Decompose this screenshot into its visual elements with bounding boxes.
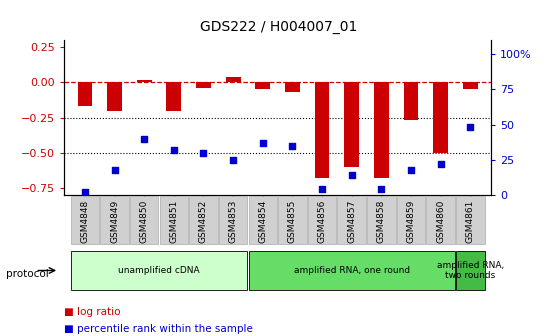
Text: GSM4856: GSM4856 — [318, 200, 326, 243]
Text: GSM4861: GSM4861 — [466, 200, 475, 243]
Text: GSM4854: GSM4854 — [258, 200, 267, 243]
Point — [407, 167, 416, 172]
Text: ■ log ratio: ■ log ratio — [64, 307, 121, 318]
Point — [140, 136, 148, 141]
Bar — [78, 82, 92, 107]
Text: GSM4855: GSM4855 — [288, 200, 297, 243]
Bar — [226, 77, 240, 82]
FancyBboxPatch shape — [456, 251, 484, 290]
Point — [258, 140, 267, 145]
Point — [110, 167, 119, 172]
Text: GSM4859: GSM4859 — [406, 200, 416, 243]
Text: GSM4850: GSM4850 — [140, 200, 149, 243]
Text: GSM4857: GSM4857 — [347, 200, 356, 243]
Text: amplified RNA,
two rounds: amplified RNA, two rounds — [437, 261, 504, 280]
FancyBboxPatch shape — [338, 196, 366, 244]
FancyBboxPatch shape — [426, 196, 455, 244]
FancyBboxPatch shape — [308, 196, 336, 244]
Point — [170, 147, 179, 153]
FancyBboxPatch shape — [71, 196, 99, 244]
FancyBboxPatch shape — [278, 196, 307, 244]
FancyBboxPatch shape — [160, 196, 188, 244]
Bar — [166, 82, 181, 111]
Bar — [285, 82, 300, 92]
Point — [377, 186, 386, 192]
Text: GSM4860: GSM4860 — [436, 200, 445, 243]
FancyBboxPatch shape — [248, 196, 277, 244]
Text: unamplified cDNA: unamplified cDNA — [118, 266, 200, 275]
Point — [288, 143, 297, 149]
Text: GSM4858: GSM4858 — [377, 200, 386, 243]
Bar — [107, 82, 122, 111]
Bar — [315, 82, 329, 178]
Bar — [463, 82, 478, 89]
Text: GDS222 / H004007_01: GDS222 / H004007_01 — [200, 19, 358, 34]
Bar — [137, 80, 152, 82]
Bar — [196, 82, 211, 88]
Text: GSM4851: GSM4851 — [169, 200, 179, 243]
Bar — [256, 82, 270, 89]
Text: amplified RNA, one round: amplified RNA, one round — [294, 266, 410, 275]
Point — [347, 172, 356, 178]
Point — [318, 186, 326, 192]
FancyBboxPatch shape — [397, 196, 425, 244]
Bar — [433, 82, 448, 153]
Bar — [344, 82, 359, 167]
Text: ■ percentile rank within the sample: ■ percentile rank within the sample — [64, 324, 253, 334]
Text: protocol: protocol — [6, 269, 49, 279]
FancyBboxPatch shape — [248, 251, 455, 290]
Text: GSM4853: GSM4853 — [229, 200, 238, 243]
FancyBboxPatch shape — [189, 196, 218, 244]
Point — [466, 125, 475, 130]
Point — [229, 157, 238, 162]
FancyBboxPatch shape — [456, 196, 484, 244]
Bar — [374, 82, 389, 178]
FancyBboxPatch shape — [100, 196, 129, 244]
Point — [436, 161, 445, 167]
Text: GSM4848: GSM4848 — [80, 200, 89, 243]
Text: GSM4849: GSM4849 — [110, 200, 119, 243]
Bar — [403, 82, 418, 120]
Point — [80, 190, 89, 195]
FancyBboxPatch shape — [367, 196, 396, 244]
Point — [199, 150, 208, 156]
FancyBboxPatch shape — [71, 251, 247, 290]
FancyBboxPatch shape — [130, 196, 158, 244]
Text: GSM4852: GSM4852 — [199, 200, 208, 243]
FancyBboxPatch shape — [219, 196, 247, 244]
